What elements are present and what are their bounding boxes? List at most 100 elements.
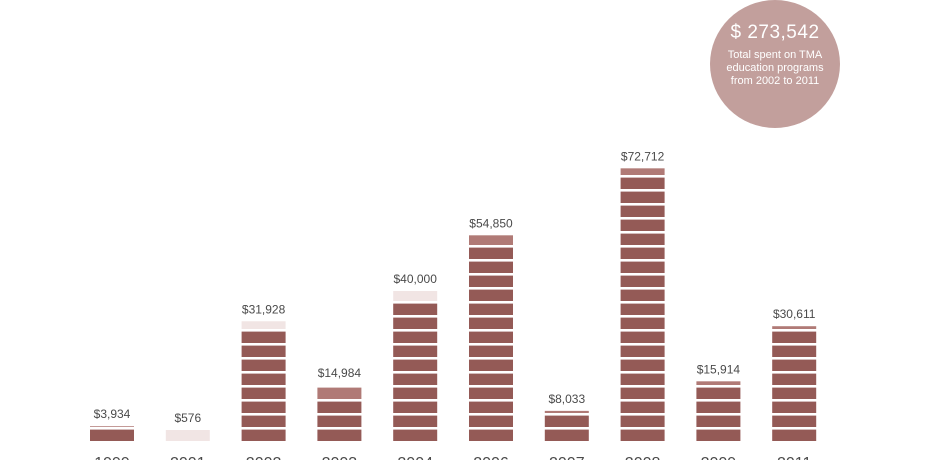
bar-segment <box>620 331 665 343</box>
bar-segment <box>393 345 438 357</box>
year-label: 2003 <box>322 455 358 460</box>
total-caption: Total spent on TMA education programs fr… <box>726 49 824 87</box>
bar-segment <box>393 387 438 399</box>
bar-top-segment <box>620 168 665 175</box>
bar-segment <box>469 261 513 273</box>
bar-segment <box>469 373 513 385</box>
bar-segment <box>772 373 817 385</box>
bar-2007 <box>544 410 589 441</box>
bar-segment <box>772 359 817 371</box>
bar-segment <box>469 303 513 315</box>
year-label: 2006 <box>473 455 509 460</box>
bar-2003 <box>317 387 362 441</box>
bar-segment <box>696 401 741 413</box>
bar-segment <box>469 415 513 427</box>
total-amount: $ 273,542 <box>730 22 820 43</box>
bar-segment <box>241 387 286 399</box>
bar-top-segment <box>317 387 362 399</box>
bar-segment <box>317 415 362 427</box>
bar-segment <box>469 331 513 343</box>
bar-segment <box>620 247 665 259</box>
year-label: 2002 <box>246 455 282 460</box>
bar-segment <box>696 387 741 399</box>
bar-segment <box>772 331 817 343</box>
bar-segment <box>544 429 589 441</box>
value-label: $31,928 <box>242 302 286 316</box>
bar-top-segment <box>469 235 513 245</box>
year-label: 2007 <box>549 455 585 460</box>
bar-top-segment <box>241 321 286 329</box>
bar-segment <box>317 401 362 413</box>
bar-segment <box>469 317 513 329</box>
year-label: 1999 <box>94 455 130 460</box>
bar-segment <box>620 401 665 413</box>
bar-segment <box>696 429 741 441</box>
bar-segment <box>620 387 665 399</box>
bar-top-segment <box>165 430 210 441</box>
bar-segment <box>241 373 286 385</box>
bar-segment <box>620 345 665 357</box>
bar-segment <box>469 247 513 259</box>
bar-segment <box>620 177 665 189</box>
bar-segment <box>620 415 665 427</box>
value-label: $40,000 <box>394 272 438 286</box>
bar-1999 <box>90 426 134 441</box>
bar-segment <box>772 415 817 427</box>
bar-segment <box>393 317 438 329</box>
bar-segment <box>469 275 513 287</box>
bar-segment <box>241 415 286 427</box>
bar-segment <box>241 331 286 343</box>
value-label: $8,033 <box>548 392 585 406</box>
bar-segment <box>241 429 286 441</box>
bar-segment <box>620 219 665 231</box>
bar-segment <box>620 275 665 287</box>
bar-segment <box>241 401 286 413</box>
bar-segment <box>90 429 134 441</box>
year-label: 2001 <box>170 455 206 460</box>
value-label: $576 <box>174 411 201 425</box>
bar-segment <box>620 205 665 217</box>
bar-segment <box>469 401 513 413</box>
bar-top-segment <box>696 381 741 385</box>
bar-segment <box>469 289 513 301</box>
bar-segment <box>469 345 513 357</box>
bar-segment <box>620 429 665 441</box>
bar-2006 <box>469 235 513 441</box>
bar-segment <box>393 401 438 413</box>
year-label: 2004 <box>397 455 433 460</box>
value-label: $15,914 <box>697 362 741 376</box>
year-label: 2011 <box>777 455 812 460</box>
bar-segment <box>620 289 665 301</box>
bar-segment <box>772 401 817 413</box>
bar-segment <box>241 345 286 357</box>
value-label: $72,712 <box>621 149 665 163</box>
bar-segment <box>544 415 589 427</box>
value-label: $3,934 <box>94 407 131 421</box>
bar-segment <box>393 359 438 371</box>
total-summary-badge: $ 273,542 Total spent on TMA education p… <box>710 0 840 128</box>
bar-segment <box>393 303 438 315</box>
bar-segment <box>620 359 665 371</box>
bar-segment <box>241 359 286 371</box>
value-label: $14,984 <box>318 366 362 380</box>
bar-segment <box>393 373 438 385</box>
year-label: 2008 <box>625 455 661 460</box>
bar-segment <box>620 317 665 329</box>
bar-segment <box>620 191 665 203</box>
bar-segment <box>620 373 665 385</box>
bar-2002 <box>241 321 286 441</box>
value-label: $30,611 <box>773 307 816 321</box>
bar-segment <box>469 387 513 399</box>
bar-segment <box>696 415 741 427</box>
bar-segment <box>772 429 817 441</box>
bar-2008 <box>620 168 665 441</box>
bar-2011 <box>772 326 817 441</box>
bar-top-segment <box>544 410 589 413</box>
bar-segment <box>772 345 817 357</box>
year-label: 2009 <box>701 455 737 460</box>
bar-segment <box>620 303 665 315</box>
bar-segment <box>469 359 513 371</box>
bar-2004 <box>393 291 438 441</box>
